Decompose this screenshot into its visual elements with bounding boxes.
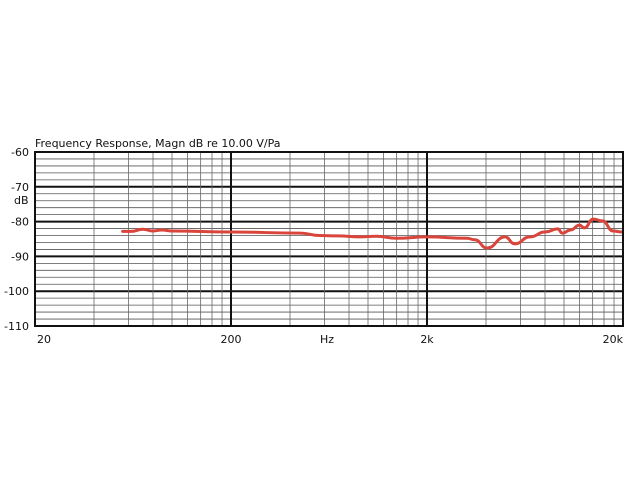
y-tick-label: -80 xyxy=(11,216,29,229)
x-axis-label: Hz xyxy=(320,333,334,346)
y-tick-label: -110 xyxy=(4,320,29,333)
grid xyxy=(34,151,623,327)
x-tick-label: 20k xyxy=(603,333,624,346)
plot-frame xyxy=(34,151,624,327)
x-tick-label: 20 xyxy=(37,333,51,346)
series-group xyxy=(121,217,624,250)
y-tick-label: -60 xyxy=(11,146,29,159)
response-curve xyxy=(121,217,624,250)
x-tick-label: 200 xyxy=(221,333,242,346)
x-tick-label: 2k xyxy=(420,333,434,346)
chart-title: Frequency Response, Magn dB re 10.00 V/P… xyxy=(35,137,281,150)
y-tick-label: -100 xyxy=(4,285,29,298)
y-axis-label: dB xyxy=(14,194,29,207)
y-tick-labels: -60 -70 -80 -90 -100 -110 xyxy=(4,146,29,333)
y-tick-label: -90 xyxy=(11,250,29,263)
y-tick-label: -70 xyxy=(11,181,29,194)
x-tick-labels: 20 200 2k 20k xyxy=(37,333,624,346)
